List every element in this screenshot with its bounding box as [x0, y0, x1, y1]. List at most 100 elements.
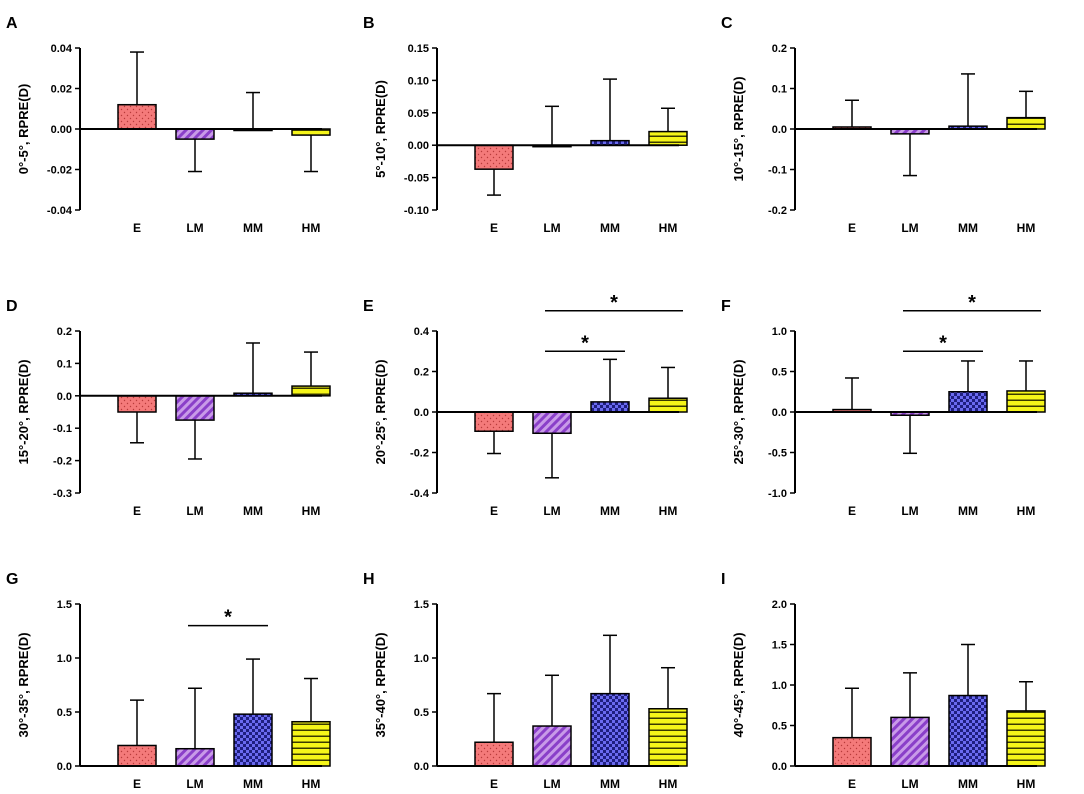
y-tick-label: 0.0 [57, 391, 72, 403]
y-tick-label: 0.10 [408, 75, 429, 87]
x-category-label-mm: MM [958, 777, 978, 791]
x-category-label-mm: MM [958, 221, 978, 235]
y-tick-label: 1.5 [57, 599, 72, 611]
x-category-label-lm: LM [186, 221, 203, 235]
y-tick-label: -0.10 [404, 205, 429, 217]
bar-mm [948, 391, 988, 413]
bar-e [474, 741, 514, 767]
y-tick-label: -0.02 [47, 165, 72, 177]
y-axis-label: 20°-25°, RPRE(D) [373, 359, 388, 464]
y-tick-label: 0.15 [408, 43, 429, 55]
significance-star: * [939, 332, 947, 354]
bar-e [474, 411, 514, 432]
x-category-label-lm: LM [186, 504, 203, 518]
x-category-label-e: E [848, 777, 856, 791]
y-tick-label: 0.1 [57, 358, 72, 370]
y-tick-label: -0.1 [768, 165, 787, 177]
y-tick-label: 1.5 [772, 640, 787, 652]
y-tick-label: 0.5 [772, 721, 787, 733]
x-category-label-lm: LM [901, 504, 918, 518]
x-category-label-hm: HM [659, 504, 678, 518]
x-category-label-e: E [490, 221, 498, 235]
bar-hm [648, 708, 688, 767]
x-category-label-hm: HM [659, 221, 678, 235]
bar-lm [175, 128, 215, 140]
y-tick-label: 0.5 [772, 367, 787, 379]
bar-lm [890, 716, 930, 767]
bar-lm [175, 395, 215, 421]
x-category-label-e: E [133, 504, 141, 518]
bar-mm [590, 692, 630, 767]
x-category-label-hm: HM [1017, 221, 1036, 235]
y-axis-label: 30°-35°, RPRE(D) [16, 632, 31, 737]
x-category-label-lm: LM [186, 777, 203, 791]
y-axis-label: 25°-30°, RPRE(D) [731, 359, 746, 464]
y-tick-label: 0.2 [414, 367, 429, 379]
y-tick-label: 0.04 [51, 43, 73, 55]
panel-e: E 20°-25°, RPRE(D) -0.4 -0.2 0.0 0.2 0.4 E LM MM H… [363, 292, 688, 518]
y-tick-label: 1.0 [772, 326, 787, 338]
y-tick-label: 0.5 [57, 707, 72, 719]
y-tick-label: 0.0 [414, 761, 429, 773]
bar-e [832, 736, 872, 767]
y-tick-label: 0.00 [51, 124, 72, 136]
x-category-label-mm: MM [600, 777, 620, 791]
y-tick-label: 0.0 [772, 407, 787, 419]
bar-e [474, 144, 514, 170]
x-category-label-hm: HM [302, 777, 321, 791]
x-category-label-hm: HM [302, 221, 321, 235]
panel-letter: G [6, 571, 18, 588]
bar-hm [291, 720, 331, 767]
significance-star: * [968, 292, 976, 314]
x-category-label-hm: HM [659, 777, 678, 791]
y-tick-label: 0.00 [408, 140, 429, 152]
y-tick-label: -0.5 [768, 448, 787, 460]
y-tick-label: 0.05 [408, 108, 429, 120]
y-tick-label: 0.0 [772, 124, 787, 136]
y-tick-label: 2.0 [772, 599, 787, 611]
panel-letter: C [721, 15, 733, 32]
y-axis-label: 0°-5°, RPRE(D) [16, 84, 31, 175]
y-tick-label: -0.2 [53, 456, 72, 468]
bar-mm [948, 694, 988, 767]
panel-f: F 25°-30°, RPRE(D) -1.0 -0.5 0.0 0.5 1.0 E LM MM H… [721, 292, 1046, 518]
x-category-label-e: E [133, 777, 141, 791]
y-tick-label: 0.2 [57, 326, 72, 338]
panel-d: D 15°-20°, RPRE(D) -0.3 -0.2 -0.1 0.0 0.1 0.2 E L… [6, 298, 331, 518]
x-category-label-mm: MM [600, 221, 620, 235]
x-category-label-lm: LM [901, 221, 918, 235]
y-tick-label: 1.0 [414, 653, 429, 665]
y-tick-label: 0.0 [414, 407, 429, 419]
bar-hm [1006, 116, 1046, 130]
x-category-label-hm: HM [1017, 777, 1036, 791]
y-tick-label: -1.0 [768, 488, 787, 500]
bar-mm [233, 713, 273, 767]
panel-letter: B [363, 15, 375, 32]
panel-letter: E [363, 298, 374, 315]
panel-letter: I [721, 571, 725, 588]
bar-e [117, 744, 157, 767]
y-axis-label: 40°-45°, RPRE(D) [731, 632, 746, 737]
x-category-label-lm: LM [543, 504, 560, 518]
panel-g: G 30°-35°, RPRE(D) 0.0 0.5 1.0 1.5 E LM MM HM * [6, 571, 331, 791]
panel-letter: D [6, 298, 18, 315]
y-axis-label: 15°-20°, RPRE(D) [16, 359, 31, 464]
y-tick-label: -0.4 [410, 488, 430, 500]
significance-star: * [581, 332, 589, 354]
bar-hm [648, 397, 688, 413]
y-tick-label: 0.4 [414, 326, 430, 338]
x-category-label-mm: MM [243, 777, 263, 791]
y-tick-label: 1.5 [414, 599, 429, 611]
bar-e [117, 103, 157, 130]
y-tick-label: -0.1 [53, 423, 72, 435]
x-category-label-mm: MM [243, 504, 263, 518]
bar-mm [590, 401, 630, 413]
x-category-label-mm: MM [958, 504, 978, 518]
y-tick-label: -0.2 [410, 448, 429, 460]
y-tick-label: -0.3 [53, 488, 72, 500]
x-category-label-hm: HM [1017, 504, 1036, 518]
x-category-label-e: E [490, 504, 498, 518]
x-category-label-mm: MM [600, 504, 620, 518]
bar-lm [175, 747, 215, 767]
